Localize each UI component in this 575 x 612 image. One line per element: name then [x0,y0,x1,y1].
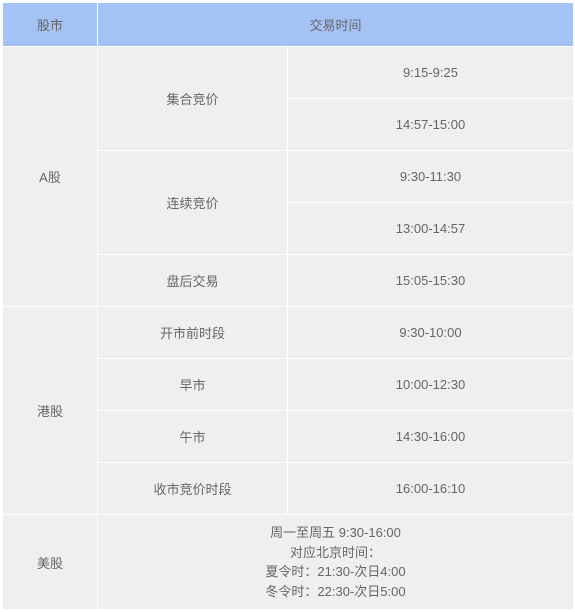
time-cell: 16:00-16:10 [288,463,574,515]
time-cell: 14:30-16:00 [288,411,574,463]
time-cell: 9:15-9:25 [288,47,574,99]
time-cell: 15:05-15:30 [288,255,574,307]
market-hk: 港股 [3,307,98,515]
session-pre-open: 开市前时段 [98,307,288,359]
market-a-shares: A股 [3,47,98,307]
time-cell: 10:00-12:30 [288,359,574,411]
session-after-hours: 盘后交易 [98,255,288,307]
session-call-auction: 集合竞价 [98,47,288,151]
session-continuous: 连续竞价 [98,151,288,255]
time-cell: 14:57-15:00 [288,99,574,151]
session-morning: 早市 [98,359,288,411]
us-note: 周一至周五 9:30-16:00对应北京时间：夏令时：21:30-次日4:00冬… [98,515,574,610]
trading-hours-table: 股市 交易时间 A股 集合竞价 9:15-9:25 14:57-15:00 连续… [2,2,574,610]
time-cell: 13:00-14:57 [288,203,574,255]
header-trading-time: 交易时间 [98,3,574,47]
market-us: 美股 [3,515,98,610]
header-market: 股市 [3,3,98,47]
session-afternoon: 午市 [98,411,288,463]
time-cell: 9:30-11:30 [288,151,574,203]
session-closing-auction: 收市竞价时段 [98,463,288,515]
time-cell: 9:30-10:00 [288,307,574,359]
